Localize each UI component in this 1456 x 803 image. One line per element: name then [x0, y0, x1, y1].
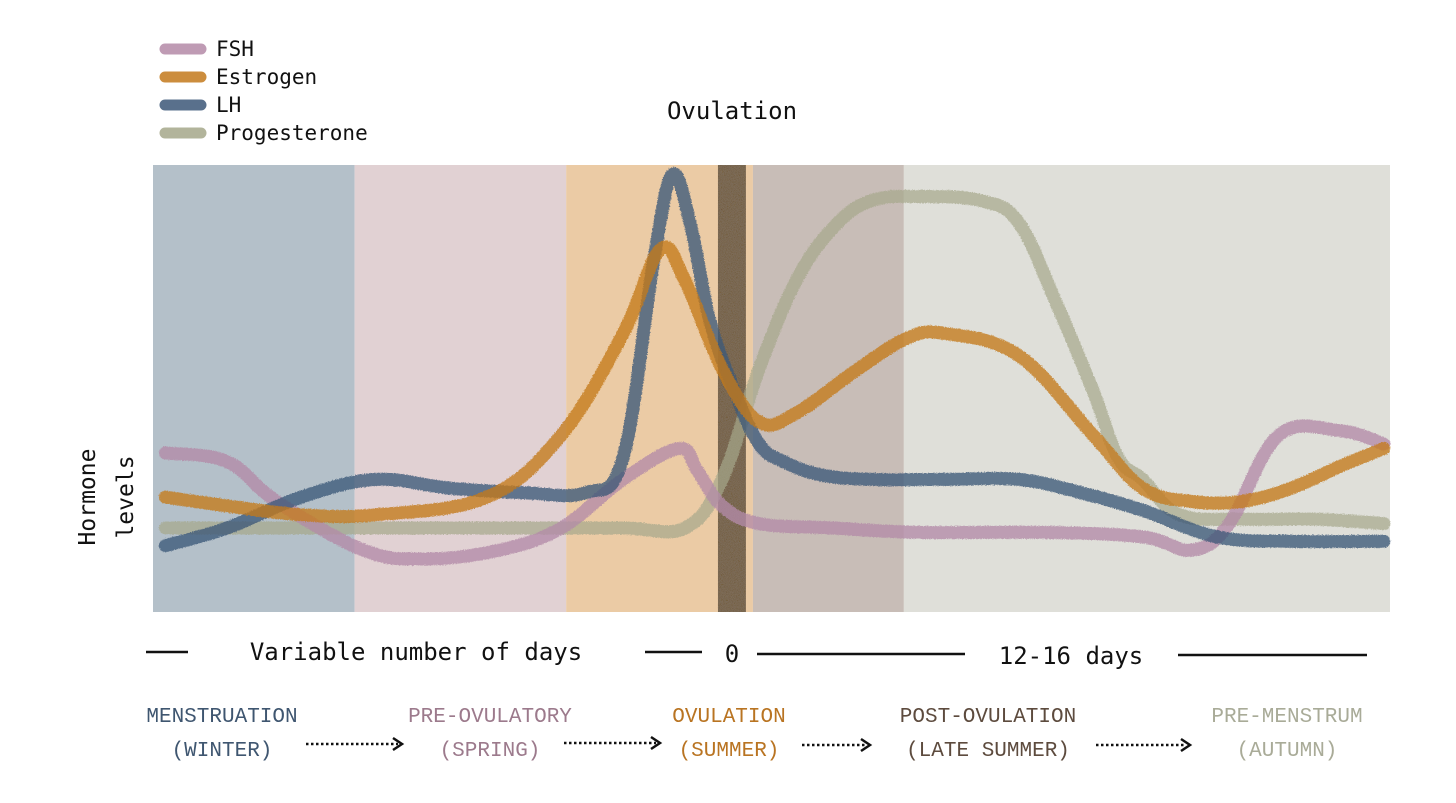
y-axis-label: Hormone [75, 449, 101, 546]
legend-label-estrogen: Estrogen [216, 65, 317, 89]
series-line-lh [158, 167, 1391, 553]
phase-name-pre-menstrum: PRE-MENSTRUM [1211, 706, 1362, 729]
series-line-estrogen [158, 240, 1391, 524]
hormone-curves [158, 167, 1391, 566]
phase-label-pre-menstrum: PRE-MENSTRUM (AUTUMN) [1211, 706, 1362, 763]
phase-season-pre-ovulatory: (SPRING) [440, 740, 541, 763]
legend-label-lh: LH [216, 93, 241, 117]
phase-season-post-ovulation: (LATE SUMMER) [906, 740, 1070, 763]
phase-season-pre-menstrum: (AUTUMN) [1237, 740, 1338, 763]
zero-label: 0 [725, 640, 739, 668]
phase-label-pre-ovulatory: PRE-OVULATORY (SPRING) [408, 706, 572, 763]
phase-name-pre-ovulatory: PRE-OVULATORY [408, 706, 572, 729]
luteal-days-label: 12-16 days [999, 642, 1144, 670]
phase-label-menstruation: MENSTRUATION (WINTER) [146, 706, 297, 763]
arrow-1 [306, 736, 405, 752]
phase-season-ovulation: (SUMMER) [679, 740, 780, 763]
legend-item-lh: LH [159, 93, 241, 117]
legend: FSH Estrogen LH Progesterone [159, 37, 368, 145]
legend-item-fsh: FSH [159, 37, 254, 61]
phase-name-ovulation: OVULATION [672, 706, 785, 729]
arrow-4 [1096, 737, 1193, 753]
timeline-rule [146, 650, 1367, 657]
phase-label-ovulation: OVULATION (SUMMER) [672, 706, 785, 763]
phase-arrows [306, 735, 1193, 753]
phase-label-post-ovulation: POST-OVULATION (LATE SUMMER) [900, 706, 1076, 763]
phase-name-post-ovulation: POST-OVULATION [900, 706, 1076, 729]
variable-days-label: Variable number of days [250, 638, 582, 666]
phase-season-menstruation: (WINTER) [172, 740, 273, 763]
ovulation-annotation: Ovulation [667, 97, 797, 125]
phase-name-menstruation: MENSTRUATION [146, 706, 297, 729]
y-axis-label-2: levels [113, 455, 139, 538]
y-axis-label-line2: levels [113, 455, 139, 538]
y-axis-label-line1: Hormone [75, 449, 101, 546]
legend-item-estrogen: Estrogen [159, 65, 317, 89]
legend-item-progesterone: Progesterone [159, 121, 368, 145]
legend-label-fsh: FSH [216, 37, 254, 61]
arrow-3 [802, 737, 873, 753]
phase-labels: MENSTRUATION (WINTER) PRE-OVULATORY (SPRING… [146, 706, 1362, 763]
arrow-2 [564, 735, 663, 751]
legend-label-progesterone: Progesterone [216, 121, 368, 145]
